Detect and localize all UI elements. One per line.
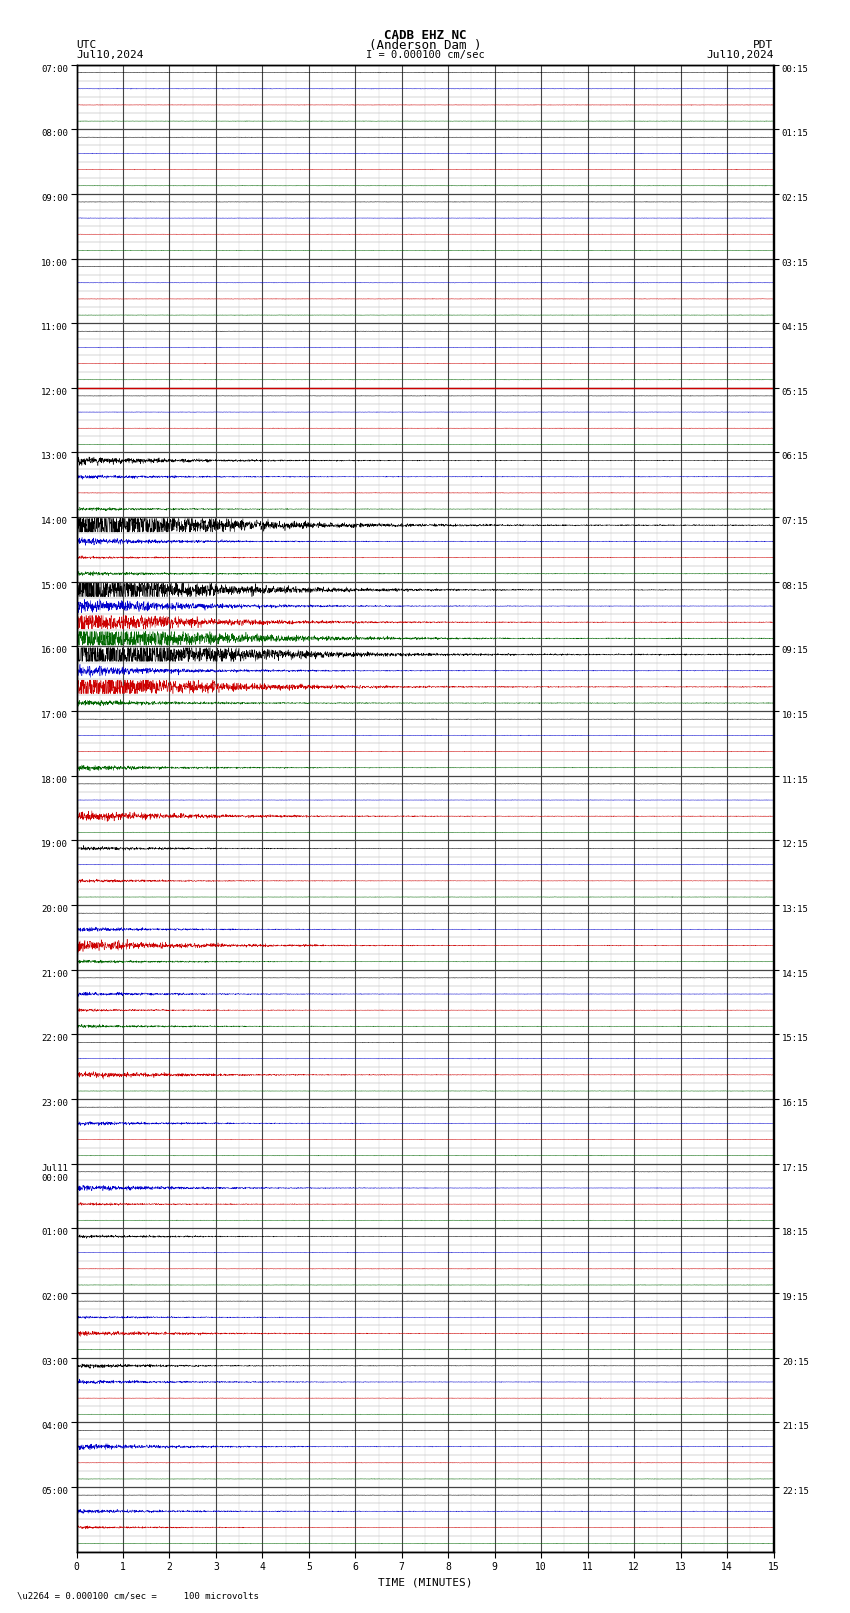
Text: \u2264 = 0.000100 cm/sec =     100 microvolts: \u2264 = 0.000100 cm/sec = 100 microvolt… (17, 1590, 259, 1600)
Text: UTC: UTC (76, 40, 97, 50)
Text: CADB EHZ NC: CADB EHZ NC (383, 29, 467, 42)
Text: (Anderson Dam ): (Anderson Dam ) (369, 39, 481, 52)
Text: Jul10,2024: Jul10,2024 (76, 50, 144, 60)
Text: PDT: PDT (753, 40, 774, 50)
X-axis label: TIME (MINUTES): TIME (MINUTES) (377, 1578, 473, 1587)
Text: Jul10,2024: Jul10,2024 (706, 50, 774, 60)
Text: I = 0.000100 cm/sec: I = 0.000100 cm/sec (366, 50, 484, 60)
